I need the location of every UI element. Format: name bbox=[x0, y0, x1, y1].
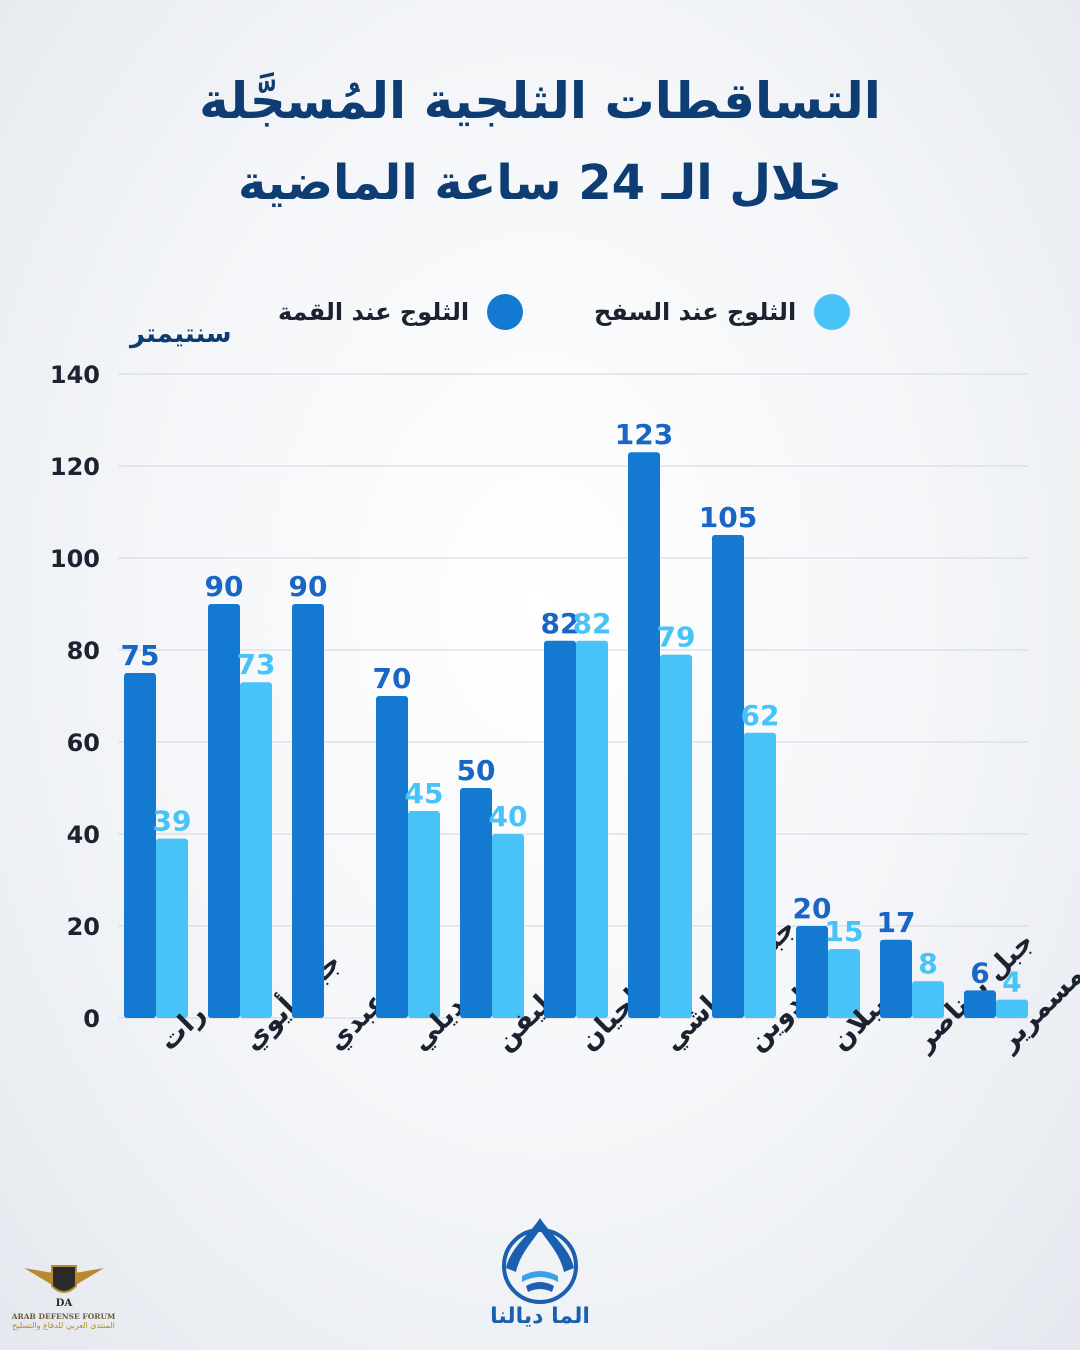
data-label-base: 40 bbox=[489, 800, 528, 833]
data-label-base: 8 bbox=[918, 947, 937, 980]
bar-peak bbox=[460, 788, 492, 1018]
bar-peak bbox=[880, 939, 912, 1018]
data-label-peak: 105 bbox=[699, 501, 757, 534]
bar-peak bbox=[208, 604, 240, 1018]
y-tick-label: 0 bbox=[83, 1005, 100, 1033]
data-label-peak: 6 bbox=[970, 956, 989, 989]
data-label-peak: 20 bbox=[793, 892, 832, 925]
data-label-peak: 82 bbox=[541, 607, 580, 640]
data-label-base: 39 bbox=[153, 805, 192, 838]
data-label-peak: 90 bbox=[205, 570, 244, 603]
legend-base-swatch bbox=[814, 294, 851, 330]
bar-base bbox=[828, 949, 860, 1018]
data-label-base: 4 bbox=[1002, 966, 1021, 999]
forum-watermark: DA ARAB DEFENSE FORUM المنتدى العربي للد… bbox=[6, 1258, 121, 1330]
bar-base bbox=[996, 999, 1028, 1018]
y-axis-label: سنتيمتر bbox=[128, 319, 232, 349]
bar-peak bbox=[796, 926, 828, 1018]
y-tick-label: 120 bbox=[50, 453, 100, 481]
legend-base: الثلوج عند السفح bbox=[594, 292, 851, 332]
bar-peak bbox=[376, 696, 408, 1018]
bar-base bbox=[744, 732, 776, 1018]
bar-peak bbox=[124, 673, 156, 1018]
bar-base bbox=[156, 838, 188, 1018]
data-label-base: 15 bbox=[825, 915, 864, 948]
y-tick-label: 100 bbox=[50, 545, 100, 573]
legend-base-label: الثلوج عند السفح bbox=[594, 298, 797, 326]
bar-base bbox=[492, 834, 524, 1018]
chart-subtitle: خلال الـ 24 ساعة الماضية bbox=[237, 155, 843, 211]
bar-peak bbox=[712, 535, 744, 1018]
bar-base bbox=[912, 981, 944, 1018]
legend-peak-label: الثلوج عند القمة bbox=[278, 298, 470, 326]
y-tick-label: 40 bbox=[67, 821, 100, 849]
data-label-peak: 90 bbox=[289, 570, 328, 603]
data-label-base: 45 bbox=[405, 777, 444, 810]
bar-base bbox=[240, 682, 272, 1018]
data-label-peak: 70 bbox=[373, 662, 412, 695]
bar-base bbox=[576, 640, 608, 1018]
bar-peak bbox=[292, 604, 324, 1018]
brand-name: الما ديالنا bbox=[490, 1304, 590, 1329]
data-label-peak: 123 bbox=[615, 418, 673, 451]
bar-peak bbox=[544, 640, 576, 1018]
legend-peak-swatch bbox=[487, 294, 524, 330]
bar-base bbox=[660, 654, 692, 1018]
data-label-base: 73 bbox=[237, 648, 276, 681]
bar-peak bbox=[964, 990, 996, 1018]
data-label-peak: 75 bbox=[121, 639, 160, 672]
y-tick-label: 140 bbox=[50, 361, 100, 389]
watermark-line1: ARAB DEFENSE FORUM bbox=[11, 1312, 116, 1321]
eagle-shield-icon: DA bbox=[23, 1265, 104, 1309]
watermark-mark: DA bbox=[55, 1298, 72, 1308]
data-label-base: 62 bbox=[741, 699, 780, 732]
legend-peak: الثلوج عند القمة bbox=[278, 292, 524, 332]
water-drop-logo-icon bbox=[502, 1218, 578, 1304]
y-tick-label: 20 bbox=[67, 913, 100, 941]
data-label-peak: 17 bbox=[877, 906, 916, 939]
bar-base bbox=[408, 811, 440, 1018]
y-tick-label: 60 bbox=[67, 729, 100, 757]
watermark-line2: المنتدى العربي للدفاع والتسليح bbox=[12, 1321, 115, 1330]
chart-title: التساقطات الثلجية المُسجَّلة bbox=[199, 72, 881, 130]
data-label-base: 79 bbox=[657, 621, 696, 654]
data-label-peak: 50 bbox=[457, 754, 496, 787]
bar-peak bbox=[628, 452, 660, 1018]
y-tick-label: 80 bbox=[67, 637, 100, 665]
data-label-base: 82 bbox=[573, 607, 612, 640]
